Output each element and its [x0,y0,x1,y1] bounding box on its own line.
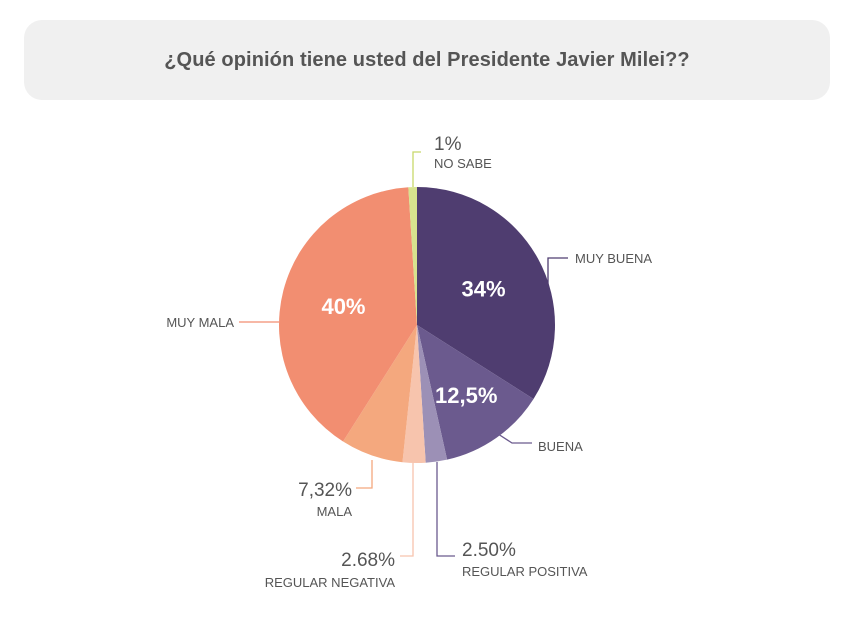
pie-slice-muy-mala [279,187,417,442]
data-label-buena: 12,5% [435,383,497,408]
data-label-muy-buena: 34% [461,276,505,301]
category-label-muy-buena: MUY BUENA [575,251,652,266]
pie-slice-no-sabe [408,187,417,325]
category-label-regular-negativa: REGULAR NEGATIVA [265,575,396,590]
leader-line-regular-negativa [400,462,414,557]
data-label-mala: 7,32% [298,480,352,501]
leader-line-muy-buena [547,257,568,287]
chart-title: ¿Qué opinión tiene usted del Presidente … [164,48,690,71]
pie-slice-regular-positiva [417,325,448,463]
category-label-no-sabe: NO SABE [434,156,492,171]
leader-line-buena [494,431,532,444]
data-label-no-sabe: 1% [434,134,462,155]
leader-line-mala [356,460,373,489]
leader-line-regular-positiva [436,462,455,557]
data-label-muy-mala: 40% [321,294,365,319]
pie-slice-regular-negativa [402,325,426,464]
category-label-buena: BUENA [538,439,583,454]
leader-line-no-sabe [412,151,421,187]
data-label-regular-positiva: 2.50% [462,540,516,561]
category-label-regular-positiva: REGULAR POSITIVA [462,564,588,579]
pie-slice-muy-buena [417,187,555,399]
pie-slice-mala [343,325,417,463]
category-label-mala: MALA [317,504,353,519]
data-label-regular-negativa: 2.68% [341,550,395,571]
title-panel: ¿Qué opinión tiene usted del Presidente … [24,20,830,100]
pie-slice-buena [417,325,534,460]
category-label-muy-mala: MUY MALA [166,315,234,330]
